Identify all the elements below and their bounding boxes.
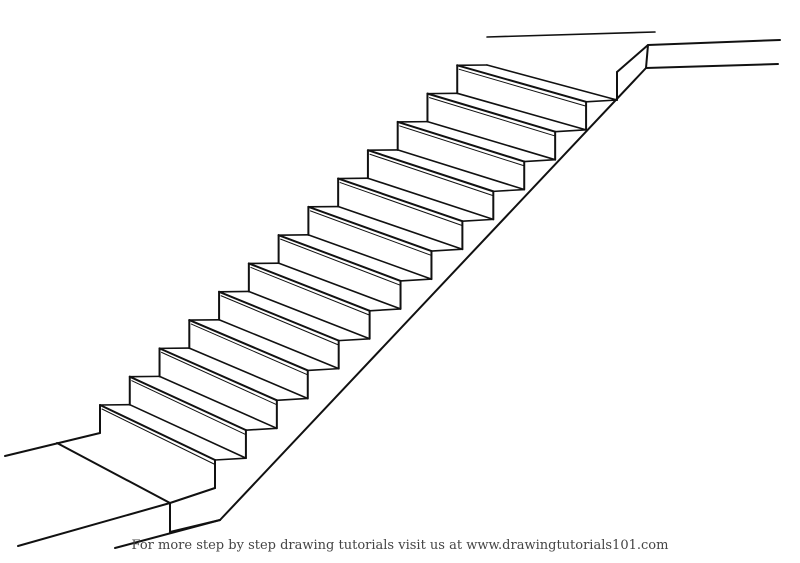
step-back-line — [307, 234, 433, 280]
tread-thickness-line — [309, 210, 431, 256]
step-back-line — [158, 375, 278, 430]
tread-right-edge — [337, 337, 371, 342]
step-nose-line — [218, 290, 340, 342]
stringer-line — [219, 67, 647, 521]
staircase-lines — [4, 31, 781, 549]
tread-thickness-line — [369, 153, 493, 196]
tread-thickness-line — [250, 266, 370, 316]
top-landing-corner — [645, 44, 649, 69]
step-back-line — [337, 205, 464, 251]
step-back-line — [277, 262, 402, 310]
step-nose-line — [396, 120, 526, 163]
step-nose-line — [337, 177, 464, 223]
tread-thickness-line — [458, 68, 586, 107]
step-nose-line — [307, 205, 433, 253]
tread-right-edge — [461, 218, 495, 223]
floor-front-line — [17, 502, 171, 547]
step-back-line — [396, 149, 526, 191]
tread-thickness-line — [428, 97, 555, 137]
tread-thickness-line — [399, 125, 524, 167]
tread-right-edge — [492, 188, 526, 193]
tread-thickness-line — [339, 182, 462, 226]
step-back-line — [486, 64, 618, 101]
top-landing-back-edge — [486, 31, 656, 38]
floor-front-step-line — [169, 487, 216, 504]
tread-right-edge — [399, 278, 433, 282]
step-back-line — [188, 347, 309, 400]
floor-back-line — [4, 432, 101, 457]
top-landing-lower-edge — [645, 63, 779, 69]
tread-right-edge — [430, 248, 464, 252]
step-nose-line — [426, 92, 557, 133]
tread-right-edge — [276, 397, 309, 402]
step-nose-line — [99, 404, 216, 461]
step-nose-line — [277, 234, 402, 282]
tread-thickness-line — [131, 380, 246, 435]
tread-thickness-line — [101, 408, 215, 465]
tread-thickness-line — [220, 295, 339, 346]
step-back-line — [248, 290, 371, 340]
tread-thickness-line — [190, 323, 308, 375]
step-back-line — [367, 177, 495, 221]
tread-right-edge — [306, 367, 340, 372]
tread-right-edge — [214, 457, 247, 461]
tread-thickness-line — [280, 238, 401, 286]
floor-side-line — [56, 442, 171, 504]
step-back-line — [128, 403, 247, 459]
step-nose-line — [456, 64, 588, 103]
tread-right-edge — [245, 427, 278, 431]
tread-thickness-line — [161, 351, 277, 405]
step-back-line — [456, 92, 587, 131]
tread-right-edge — [554, 129, 587, 133]
step-nose-line — [128, 375, 247, 432]
tread-right-edge — [368, 308, 402, 312]
step-nose-line — [366, 149, 495, 193]
floor-base-line — [169, 519, 221, 533]
tread-right-edge — [523, 158, 556, 163]
step-back-line — [426, 120, 556, 161]
step-back-line — [218, 318, 340, 370]
step-nose-line — [188, 319, 309, 372]
step-nose-line — [247, 262, 371, 312]
tread-right-edge — [585, 99, 618, 103]
website-caption: For more step by step drawing tutorials … — [131, 538, 669, 553]
step-nose-line — [158, 347, 278, 402]
